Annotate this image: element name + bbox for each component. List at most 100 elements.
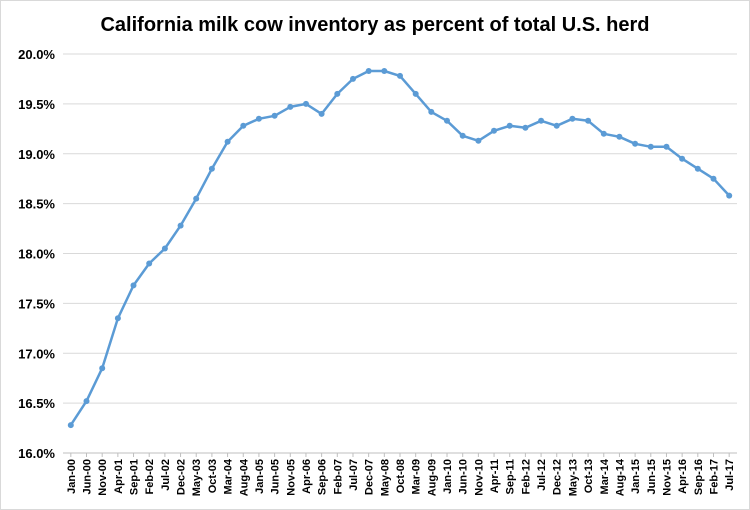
- x-tick-label: Jan-05: [254, 459, 266, 494]
- data-point: [83, 398, 90, 405]
- data-point: [475, 137, 482, 144]
- data-point: [114, 315, 121, 322]
- x-tick-label: Aug-09: [426, 459, 438, 496]
- x-tick-label: May-13: [567, 459, 579, 496]
- x-tick-label: Jan-15: [630, 459, 642, 494]
- x-tick-label: Oct-13: [583, 459, 595, 493]
- data-point: [177, 222, 184, 229]
- x-tick-label: Oct-03: [207, 459, 219, 493]
- data-point: [710, 175, 717, 182]
- data-point: [146, 260, 153, 267]
- data-point: [365, 68, 372, 74]
- data-point: [193, 195, 200, 202]
- data-point: [99, 365, 106, 372]
- y-tick-label: 16.5%: [18, 396, 55, 411]
- x-tick-label: Sep-11: [505, 459, 517, 494]
- data-point: [224, 138, 231, 145]
- x-tick-label: Sep-16: [693, 459, 705, 495]
- x-tick-label: Feb-12: [520, 459, 532, 494]
- x-tick-label: Jan-10: [442, 459, 454, 494]
- data-point: [569, 115, 576, 122]
- data-point: [647, 143, 654, 150]
- y-tick-label: 17.5%: [18, 296, 55, 311]
- data-point: [130, 282, 137, 289]
- x-tick-label: Jun-10: [458, 459, 470, 494]
- x-tick-label: Dec-12: [552, 459, 564, 495]
- gridlines: [63, 53, 737, 454]
- data-point: [271, 112, 278, 119]
- x-tick-label: Nov-10: [473, 459, 485, 496]
- data-point: [318, 110, 325, 117]
- x-tick-label: Mar-04: [223, 458, 235, 494]
- data-point: [506, 122, 513, 129]
- data-point: [694, 165, 701, 172]
- x-tick-label: Jun-00: [82, 459, 94, 494]
- y-tick-label: 16.0%: [18, 446, 55, 461]
- x-tick-label: Nov-05: [285, 459, 297, 496]
- x-tick-label: Aug-14: [614, 458, 626, 496]
- y-tick-label: 17.0%: [18, 346, 55, 361]
- x-tick-label: Jul-17: [724, 459, 736, 491]
- y-tick-label: 19.0%: [18, 147, 55, 162]
- data-point: [255, 115, 262, 122]
- data-point: [381, 68, 388, 74]
- x-tick-label: Jan-00: [66, 459, 78, 494]
- x-tick-label: Apr-16: [677, 459, 689, 494]
- data-point: [350, 75, 356, 82]
- x-tick-label: Apr-06: [301, 459, 313, 494]
- x-tick-label: Nov-15: [661, 459, 673, 496]
- data-point: [679, 155, 686, 162]
- x-tick-label: Dec-02: [176, 459, 188, 495]
- x-tick-label: Sep-01: [129, 459, 141, 495]
- x-tick-label: Jun-05: [270, 459, 282, 494]
- x-tick-label: Sep-06: [317, 459, 329, 495]
- x-tick-label: Jul-12: [536, 459, 548, 491]
- x-tick-label: Jul-02: [160, 459, 172, 491]
- data-point: [726, 192, 733, 199]
- series-line: [67, 68, 733, 429]
- x-tick-label: Dec-07: [364, 459, 376, 495]
- x-tick-label: Jun-15: [646, 459, 658, 494]
- x-tick-label: Apr-01: [113, 459, 125, 494]
- x-tick-label: Mar-14: [599, 458, 611, 494]
- x-tick-label: May-03: [191, 459, 203, 496]
- data-point: [287, 103, 294, 110]
- x-tick-label: Oct-08: [395, 459, 407, 493]
- y-tick-label: 18.0%: [18, 247, 55, 262]
- series-polyline: [69, 69, 731, 426]
- x-tick-label: May-08: [379, 459, 391, 496]
- y-tick-label: 20.0%: [18, 47, 55, 62]
- x-axis-ticks: Jan-00 Jun-00 Nov-00 Apr-01 Sep-01 Feb-02 Jul-…: [66, 453, 736, 496]
- data-point: [522, 124, 529, 131]
- data-point: [208, 165, 215, 172]
- data-point: [585, 117, 592, 124]
- data-point: [444, 117, 450, 124]
- data-point: [334, 90, 341, 97]
- x-tick-label: Jul-07: [348, 459, 360, 491]
- x-tick-label: Aug-04: [238, 458, 250, 496]
- y-tick-label: 19.5%: [18, 97, 55, 112]
- y-tick-label: 18.5%: [18, 197, 55, 212]
- chart-title: California milk cow inventory as percent…: [100, 14, 650, 36]
- y-axis-ticks: 16.0% 16.5% 17.0% 17.5% 18.0% 18.5% 19.0% 19.5%…: [18, 47, 55, 461]
- data-point: [616, 133, 623, 140]
- data-point: [240, 122, 247, 129]
- data-point: [459, 132, 466, 139]
- x-tick-label: Nov-00: [97, 459, 109, 496]
- data-point: [412, 90, 419, 97]
- data-point: [600, 130, 607, 137]
- data-point: [538, 117, 545, 124]
- data-point: [632, 140, 639, 147]
- x-tick-label: Feb-07: [332, 459, 344, 494]
- x-tick-label: Feb-02: [144, 459, 156, 494]
- x-tick-label: Feb-17: [708, 459, 720, 494]
- data-point: [428, 108, 435, 115]
- data-point: [161, 245, 168, 252]
- data-point: [397, 72, 403, 79]
- data-point: [67, 422, 74, 429]
- x-tick-label: Mar-09: [411, 459, 423, 494]
- x-tick-label: Apr-11: [489, 459, 501, 493]
- data-point: [303, 100, 309, 107]
